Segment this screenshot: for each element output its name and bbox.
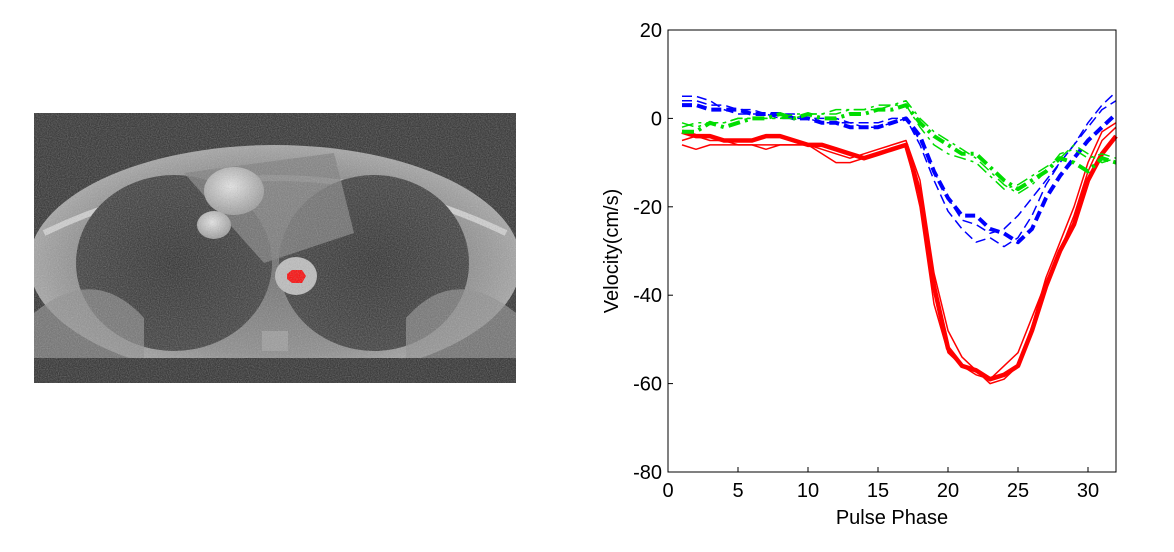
x-tick-label: 5 — [732, 480, 743, 502]
y-tick-label: 0 — [651, 108, 662, 130]
series-layer — [681, 91, 1118, 385]
x-tick-label: 0 — [662, 480, 673, 502]
series-line-green-thin-dashdot-2 — [681, 104, 1117, 190]
series-line-blue-thin-dashed-1 — [682, 91, 1117, 248]
y-tick-label: -40 — [633, 285, 662, 307]
mri-svg — [34, 113, 516, 383]
x-tick-label: 10 — [797, 480, 819, 502]
mri-image — [34, 113, 516, 383]
y-tick-label: 20 — [640, 20, 662, 42]
y-tick-label: -20 — [633, 197, 662, 219]
series-line-green-thin-dashdot-1 — [681, 99, 1117, 195]
y-axis-label: Velocity(cm/s) — [601, 189, 623, 313]
plot-frame — [667, 29, 1117, 473]
x-tick-label: 20 — [937, 480, 959, 502]
y-tick-label: -80 — [633, 462, 662, 484]
x-tick-label: 25 — [1007, 480, 1029, 502]
x-tick-label: 30 — [1077, 480, 1099, 502]
series-line-blue-thick-dashed — [682, 103, 1118, 245]
x-axis-label: Pulse Phase — [836, 507, 948, 529]
mri-noise-overlay — [34, 113, 516, 383]
y-tick-label: -60 — [633, 374, 662, 396]
ticks-layer: 0 5 10 15 20 25 30 20 0 -20 -40 -60 -80 — [633, 20, 1099, 502]
series-line-red-thick — [681, 129, 1118, 382]
series-line-blue-thin-dashed-2 — [682, 99, 1117, 235]
series-line-red-thin-2 — [681, 122, 1117, 385]
x-tick-label: 15 — [867, 480, 889, 502]
